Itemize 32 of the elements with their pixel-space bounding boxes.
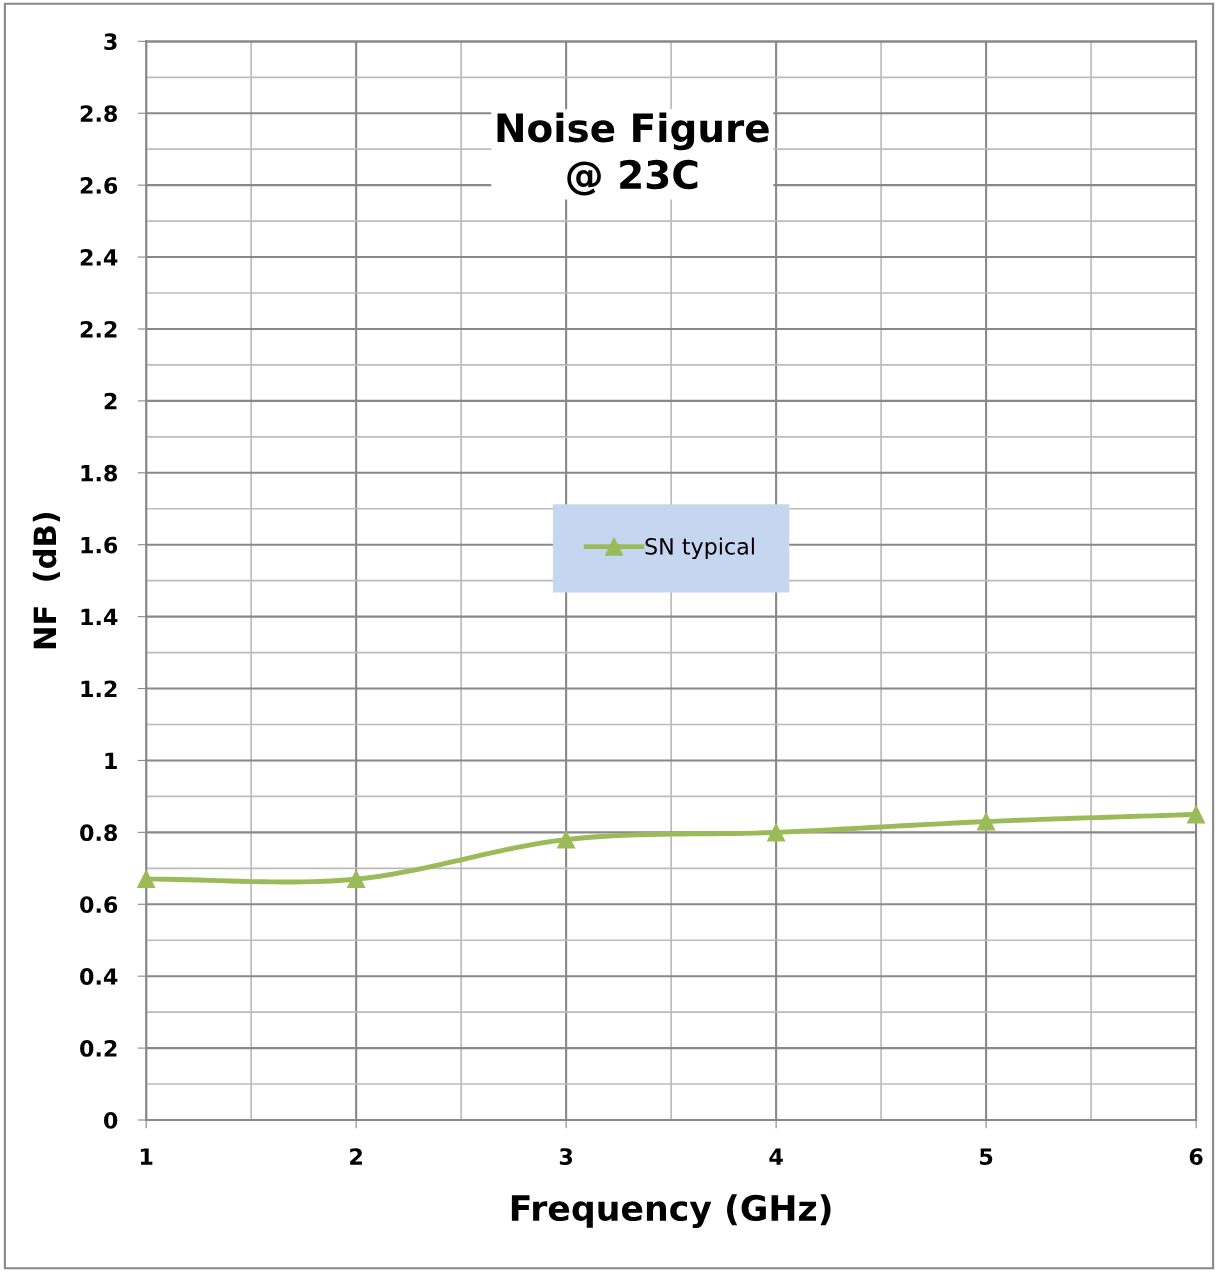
point [137,870,156,889]
y-tick-label: 0.2 [80,1040,117,1057]
point [347,870,366,889]
y-tick-label: 1.8 [81,464,118,482]
y-axis-title: NF (dB) [32,512,61,649]
point [1187,805,1206,824]
x-tick-label: 5 [980,1148,993,1165]
x-axis-title: Frequency (GHz) [511,1194,831,1229]
y-tick-label: 0.4 [80,968,118,985]
y-tick-label: 1.2 [81,680,117,697]
x-tick-label: 2 [350,1148,362,1165]
x-tick-label: 6 [1189,1148,1203,1165]
y-tick-label: 0 [103,1111,118,1129]
y-tick-label: 2.6 [80,177,118,194]
point [767,823,786,842]
y-tick-label: 0.6 [80,896,118,914]
y-tick-label: 0.8 [80,824,118,842]
x-tick-label: 1 [140,1148,153,1165]
y-tick-label: 2.4 [80,249,118,266]
y-tick-label: 2.8 [80,105,118,123]
y-tick-label: 2 [104,392,117,410]
point [977,812,996,831]
y-tick-label: 3 [104,33,117,51]
legend-label: SN typical [645,537,754,560]
x-tick-label: 4 [769,1148,783,1165]
y-tick-label: 2.2 [80,320,117,338]
y-tick-label: 1.6 [81,536,118,554]
y-tick-label: 1.4 [81,608,118,626]
x-tick-label: 3 [559,1148,573,1165]
text: Noise Figure @ 23C [497,112,769,196]
y-tick-label: 1 [105,752,117,769]
point [557,830,576,849]
